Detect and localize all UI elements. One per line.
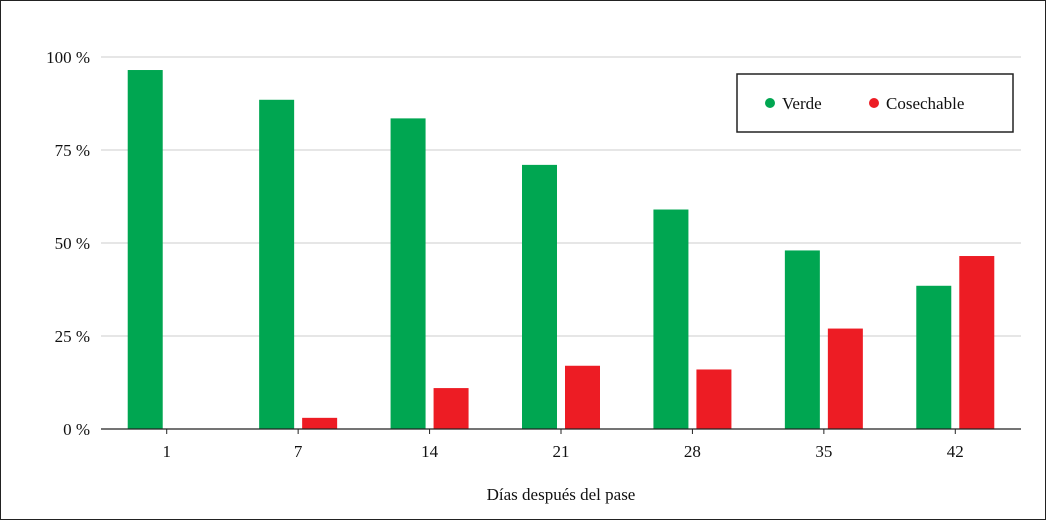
y-tick-labels: 0 % 25 % 50 % 75 % 100 % <box>46 48 90 439</box>
y-tick-label: 100 % <box>46 48 90 67</box>
x-tick-labels: 1 7 14 21 28 35 42 <box>162 429 964 461</box>
x-tick-label: 7 <box>294 442 303 461</box>
x-tick-label: 42 <box>947 442 964 461</box>
gridlines <box>101 56 1021 337</box>
legend-label-verde: Verde <box>782 94 822 113</box>
x-tick-label: 1 <box>162 442 171 461</box>
bar-cosechable-42 <box>959 256 995 429</box>
bar-cosechable-7 <box>302 417 338 429</box>
y-tick-label: 75 % <box>55 141 90 160</box>
legend-marker-verde <box>765 98 775 108</box>
bar-cosechable-35 <box>827 328 863 429</box>
y-tick-label: 0 % <box>63 420 90 439</box>
x-tick-label: 28 <box>684 442 701 461</box>
bar-verde-1 <box>127 70 163 430</box>
y-tick-label: 25 % <box>55 327 90 346</box>
x-axis-title: Días después del pase <box>487 485 636 504</box>
bar-verde-21 <box>522 164 557 429</box>
bar-verde-28 <box>653 209 689 429</box>
bar-cosechable-28 <box>696 369 732 429</box>
x-tick-label: 21 <box>553 442 570 461</box>
legend-label-cosechable: Cosechable <box>886 94 964 113</box>
bar-verde-14 <box>390 118 426 429</box>
x-tick-label: 35 <box>815 442 832 461</box>
bars <box>127 70 995 430</box>
legend: Verde Cosechable <box>736 73 1014 133</box>
bar-cosechable-21 <box>565 365 600 429</box>
bar-verde-7 <box>259 99 295 429</box>
bar-verde-42 <box>916 285 952 429</box>
y-tick-label: 50 % <box>55 234 90 253</box>
bar-cosechable-14 <box>433 388 469 429</box>
x-tick-label: 14 <box>421 442 439 461</box>
bar-verde-35 <box>784 250 820 429</box>
legend-marker-cosechable <box>869 98 879 108</box>
